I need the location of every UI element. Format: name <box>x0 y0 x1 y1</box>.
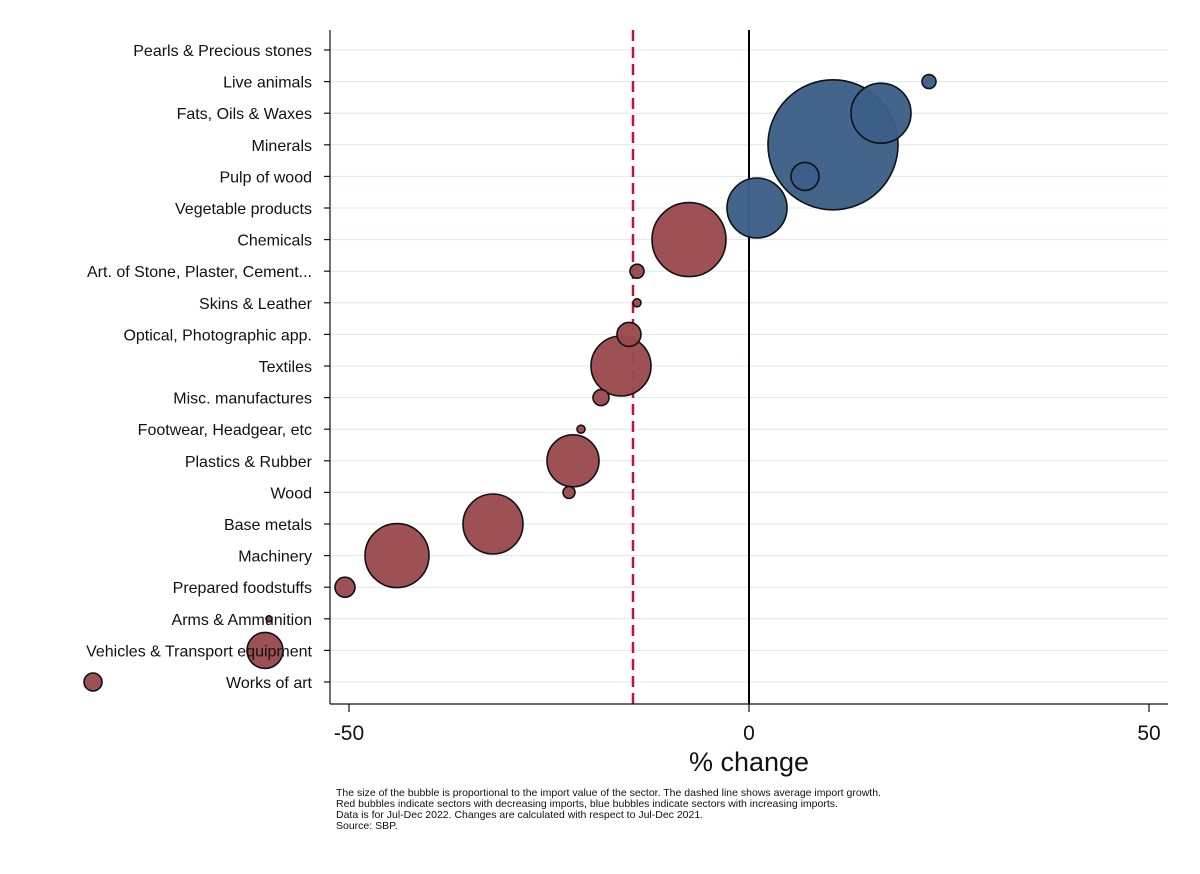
y-tick-label: Machinery <box>238 549 312 566</box>
y-tick-label: Vehicles & Transport equipment <box>86 643 312 660</box>
bubble <box>651 201 727 278</box>
y-tick-label: Arms & Ammunition <box>172 612 312 629</box>
x-axis-title: % change <box>689 747 809 777</box>
x-tick-label: 0 <box>743 722 755 745</box>
bubble <box>629 263 645 280</box>
bubble <box>921 73 937 90</box>
y-tick-label: Pulp of wood <box>219 169 312 186</box>
bubble <box>616 321 642 348</box>
y-tick-label: Vegetable products <box>175 201 312 218</box>
bubble <box>850 82 912 144</box>
bubble <box>632 297 642 308</box>
bubble <box>546 433 600 488</box>
bubble <box>334 576 356 599</box>
y-tick-label: Footwear, Headgear, etc <box>138 422 312 439</box>
bubble <box>83 672 103 692</box>
bubble <box>726 177 788 239</box>
y-tick-label: Textiles <box>259 359 312 376</box>
y-tick-label: Art. of Stone, Plaster, Cement... <box>87 264 312 281</box>
reference-lines <box>631 30 750 704</box>
axes: -100-50050100 <box>324 30 1168 745</box>
y-tick-label: Plastics & Rubber <box>185 454 313 471</box>
y-tick-label: Misc. manufactures <box>173 391 312 408</box>
bubble <box>790 161 820 192</box>
y-tick-label: Wood <box>270 485 312 502</box>
y-tick-label: Chemicals <box>237 233 312 250</box>
y-tick-label: Minerals <box>252 138 312 155</box>
bubble <box>246 631 284 670</box>
bubble <box>364 522 430 589</box>
bubble <box>462 493 524 555</box>
y-tick-label: Live animals <box>223 75 312 92</box>
bubbles <box>83 73 937 692</box>
y-tick-label: Works of art <box>226 675 313 692</box>
note-line-3: Data is for Jul-Dec 2022. Changes are ca… <box>336 809 704 821</box>
y-tick-label: Skins & Leather <box>199 296 313 313</box>
x-tick-label: 50 <box>1137 722 1160 745</box>
note-line-4: Source: SBP. <box>336 820 398 832</box>
bubble <box>562 485 576 500</box>
note-line-2: Red bubbles indicate sectors with decrea… <box>336 798 838 810</box>
y-tick-label: Fats, Oils & Waxes <box>177 106 312 123</box>
bubble <box>592 388 610 407</box>
bubble <box>265 614 273 623</box>
bubble <box>576 424 586 435</box>
bubble <box>590 335 652 397</box>
y-tick-label: Prepared foodstuffs <box>173 580 312 597</box>
note-line-1: The size of the bubble is proportional t… <box>336 787 881 799</box>
y-tick-label: Optical, Photographic app. <box>123 327 312 344</box>
chart-notes: The size of the bubble is proportional t… <box>336 788 881 832</box>
y-tick-label: Pearls & Precious stones <box>133 43 312 60</box>
x-tick-label: -50 <box>334 722 364 745</box>
category-labels: Pearls & Precious stones Live animals Fats… <box>86 43 313 692</box>
y-tick-label: Base metals <box>224 517 312 534</box>
